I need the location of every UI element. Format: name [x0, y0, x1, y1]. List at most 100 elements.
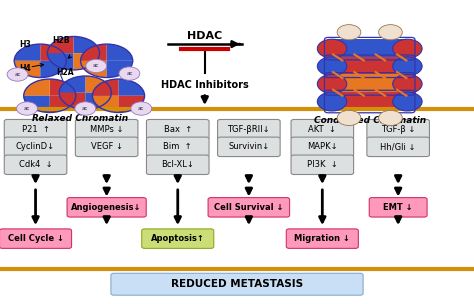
Circle shape: [17, 102, 37, 115]
FancyBboxPatch shape: [208, 198, 290, 217]
Text: ac: ac: [93, 64, 100, 68]
Text: VEGF ↓: VEGF ↓: [91, 142, 123, 151]
FancyBboxPatch shape: [218, 119, 280, 139]
Polygon shape: [59, 93, 85, 109]
Text: TGF-βRII↓: TGF-βRII↓: [228, 125, 270, 134]
Bar: [332, 74, 370, 93]
Text: PI3K  ↓: PI3K ↓: [307, 160, 337, 169]
Bar: [370, 74, 407, 93]
FancyBboxPatch shape: [4, 119, 67, 139]
Circle shape: [337, 25, 361, 40]
FancyBboxPatch shape: [4, 137, 67, 157]
Bar: [332, 92, 370, 111]
Text: Condensed Chromatin: Condensed Chromatin: [314, 116, 426, 125]
Text: HDAC: HDAC: [187, 31, 222, 41]
FancyBboxPatch shape: [218, 137, 280, 157]
FancyBboxPatch shape: [146, 137, 209, 157]
Text: ac: ac: [24, 106, 30, 111]
Circle shape: [7, 68, 28, 81]
Text: AKT  ↓: AKT ↓: [309, 125, 336, 134]
Text: ac: ac: [82, 106, 89, 111]
Text: H2B: H2B: [52, 36, 69, 45]
Text: Bim  ↑: Bim ↑: [164, 142, 192, 151]
Bar: [370, 92, 407, 111]
Polygon shape: [40, 61, 66, 78]
FancyBboxPatch shape: [142, 229, 214, 248]
Polygon shape: [81, 61, 107, 78]
Polygon shape: [50, 96, 76, 112]
Text: H3: H3: [20, 40, 31, 49]
Text: HDAC Inhibitors: HDAC Inhibitors: [161, 80, 249, 90]
FancyBboxPatch shape: [367, 119, 429, 139]
Polygon shape: [81, 44, 107, 61]
FancyBboxPatch shape: [369, 198, 427, 217]
FancyBboxPatch shape: [286, 229, 358, 248]
Text: REDUCED METASTASIS: REDUCED METASTASIS: [171, 279, 303, 289]
Text: CyclinD↓: CyclinD↓: [16, 142, 55, 151]
Text: H2A: H2A: [56, 68, 74, 78]
Text: Bcl-XL↓: Bcl-XL↓: [161, 160, 194, 169]
Text: Bax  ↑: Bax ↑: [164, 125, 192, 134]
Circle shape: [392, 57, 422, 76]
Polygon shape: [24, 96, 50, 112]
Circle shape: [317, 57, 346, 76]
Polygon shape: [107, 44, 133, 61]
Text: Survivin↓: Survivin↓: [228, 142, 270, 151]
Circle shape: [75, 102, 96, 115]
Text: Cdk4  ↓: Cdk4 ↓: [19, 160, 52, 169]
FancyBboxPatch shape: [291, 119, 354, 139]
Circle shape: [379, 25, 402, 40]
Circle shape: [317, 92, 346, 111]
Text: Relaxed Chromatin: Relaxed Chromatin: [32, 114, 128, 123]
Text: Cell Survival ↓: Cell Survival ↓: [214, 203, 283, 212]
Text: ac: ac: [14, 72, 21, 77]
Polygon shape: [14, 61, 40, 78]
Polygon shape: [92, 79, 118, 96]
Text: TGF-β ↓: TGF-β ↓: [381, 125, 415, 134]
FancyBboxPatch shape: [67, 198, 146, 217]
FancyBboxPatch shape: [291, 137, 354, 157]
Polygon shape: [107, 61, 133, 78]
FancyBboxPatch shape: [75, 119, 138, 139]
Polygon shape: [50, 79, 76, 96]
Circle shape: [337, 110, 361, 126]
FancyBboxPatch shape: [75, 137, 138, 157]
Polygon shape: [85, 76, 111, 93]
Text: Hh/Gli ↓: Hh/Gli ↓: [381, 142, 416, 151]
Text: EMT ↓: EMT ↓: [383, 203, 413, 212]
Text: --: --: [389, 30, 392, 35]
Bar: [332, 39, 370, 58]
FancyBboxPatch shape: [291, 155, 354, 174]
Polygon shape: [118, 96, 145, 112]
FancyBboxPatch shape: [0, 229, 72, 248]
FancyBboxPatch shape: [146, 155, 209, 174]
Polygon shape: [24, 79, 50, 96]
Circle shape: [86, 59, 107, 73]
Text: MMPs ↓: MMPs ↓: [90, 125, 123, 134]
Bar: [370, 39, 407, 58]
Text: Angiogenesis↓: Angiogenesis↓: [72, 203, 142, 212]
Polygon shape: [92, 96, 118, 112]
Polygon shape: [85, 93, 111, 109]
Polygon shape: [73, 36, 100, 53]
Bar: [332, 57, 370, 76]
Circle shape: [379, 110, 402, 126]
Polygon shape: [40, 44, 66, 61]
FancyBboxPatch shape: [367, 137, 429, 157]
Polygon shape: [59, 76, 85, 93]
Text: P21  ↑: P21 ↑: [22, 125, 49, 134]
Text: --: --: [347, 30, 351, 35]
FancyBboxPatch shape: [4, 155, 67, 174]
Polygon shape: [14, 44, 40, 61]
Circle shape: [392, 74, 422, 93]
FancyBboxPatch shape: [111, 273, 363, 295]
Text: H4: H4: [19, 64, 30, 73]
Polygon shape: [73, 53, 100, 70]
Bar: [370, 57, 407, 76]
Text: MAPK↓: MAPK↓: [307, 142, 337, 151]
Text: --: --: [389, 116, 392, 120]
Circle shape: [119, 67, 140, 80]
Circle shape: [392, 92, 422, 111]
Text: Migration ↓: Migration ↓: [294, 234, 350, 243]
Text: Apoptosis↑: Apoptosis↑: [151, 234, 205, 243]
